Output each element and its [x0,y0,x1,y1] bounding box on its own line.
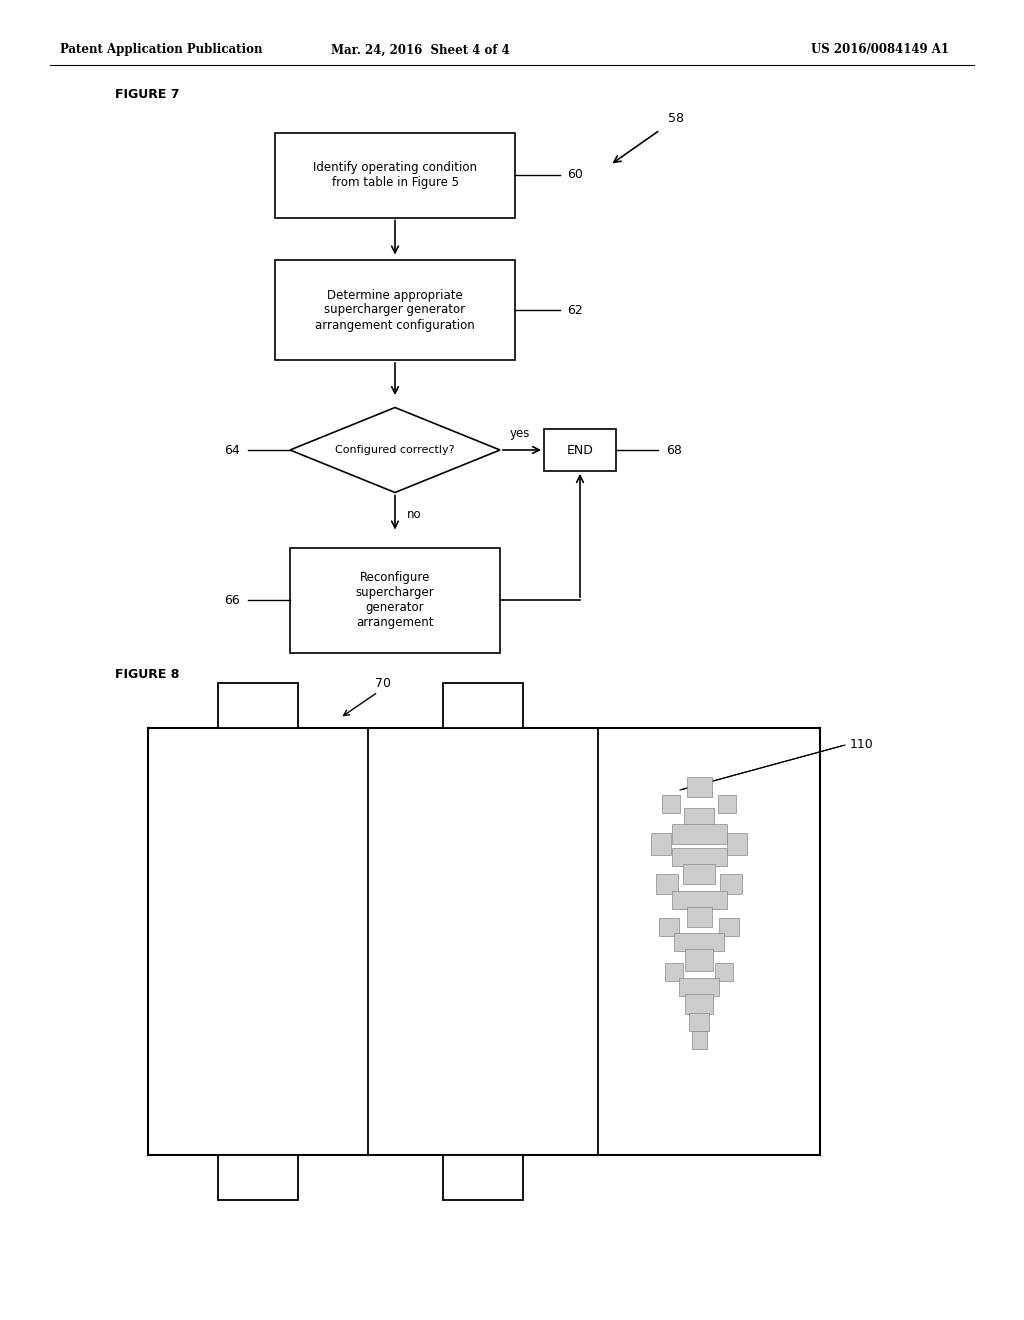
Bar [672,847,726,866]
Bar [659,917,679,936]
Text: Reconfigure
supercharger
generator
arrangement: Reconfigure supercharger generator arran… [355,572,434,630]
Bar [656,874,678,894]
Text: 60: 60 [567,169,583,181]
Bar [685,949,713,970]
Bar [275,260,515,360]
Bar [679,978,719,995]
Text: Identify operating condition
from table in Figure 5: Identify operating condition from table … [313,161,477,189]
Text: 58: 58 [668,112,684,125]
Bar [443,1155,523,1200]
Bar [718,795,736,813]
Bar [665,962,683,981]
Bar [683,863,715,883]
Text: 68: 68 [666,444,682,457]
Bar [662,795,680,813]
Text: 64: 64 [224,444,240,457]
Bar [544,429,616,471]
Text: no: no [407,508,422,521]
Text: FIGURE 7: FIGURE 7 [115,88,179,102]
Bar [674,932,724,950]
Text: 66: 66 [224,594,240,606]
Bar [275,132,515,218]
Bar [290,548,500,652]
Bar [686,907,712,927]
Text: 62: 62 [567,304,583,317]
Text: Determine appropriate
supercharger generator
arrangement configuration: Determine appropriate supercharger gener… [315,289,475,331]
Bar [685,994,713,1014]
Bar [686,776,712,796]
Text: US 2016/0084149 A1: US 2016/0084149 A1 [811,44,949,57]
Bar [651,833,671,854]
Polygon shape [290,408,500,492]
Bar [689,1012,709,1031]
Bar [691,1031,707,1048]
Bar [672,824,726,843]
Bar [727,833,746,854]
Bar [715,962,733,981]
Text: Patent Application Publication: Patent Application Publication [60,44,262,57]
Text: 110: 110 [850,738,873,751]
Text: 70: 70 [375,677,391,690]
Bar [719,917,739,936]
Bar [672,891,726,908]
Bar [684,808,714,825]
Text: FIGURE 8: FIGURE 8 [115,668,179,681]
Bar [720,874,742,894]
Bar [218,682,298,729]
Bar [148,729,820,1155]
Text: Mar. 24, 2016  Sheet 4 of 4: Mar. 24, 2016 Sheet 4 of 4 [331,44,509,57]
Text: END: END [566,444,594,457]
Bar [218,1155,298,1200]
Text: Configured correctly?: Configured correctly? [335,445,455,455]
Text: yes: yes [510,426,530,440]
Bar [443,682,523,729]
